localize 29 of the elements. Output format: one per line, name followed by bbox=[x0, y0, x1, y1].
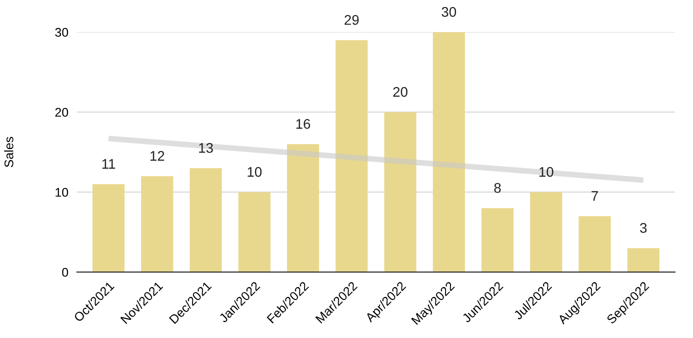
data-label: 30 bbox=[442, 7, 456, 17]
data-label: 29 bbox=[344, 15, 359, 25]
bar bbox=[578, 216, 611, 272]
y-axis-title: Sales bbox=[4, 136, 14, 168]
y-tick-label: 30 bbox=[55, 28, 68, 37]
data-label: 11 bbox=[102, 159, 116, 169]
data-label: 10 bbox=[539, 167, 554, 177]
data-label: 3 bbox=[640, 223, 647, 233]
data-label: 12 bbox=[150, 151, 164, 161]
bar bbox=[336, 40, 368, 272]
y-tick-label: 0 bbox=[62, 268, 68, 277]
bar bbox=[481, 208, 514, 272]
bar bbox=[627, 248, 660, 272]
data-label: 13 bbox=[199, 143, 213, 153]
bar bbox=[286, 144, 320, 272]
bar bbox=[384, 112, 416, 272]
bar bbox=[141, 176, 174, 272]
bar bbox=[238, 192, 270, 272]
bar bbox=[92, 184, 125, 272]
data-label: 10 bbox=[248, 167, 262, 177]
data-label: 16 bbox=[296, 119, 310, 129]
bar bbox=[432, 32, 465, 272]
data-label: 7 bbox=[592, 191, 598, 201]
data-label: 8 bbox=[494, 183, 501, 193]
y-tick-label: 10 bbox=[56, 188, 68, 197]
data-label: 20 bbox=[393, 87, 408, 97]
bar bbox=[530, 192, 562, 272]
bar bbox=[190, 168, 222, 272]
y-tick-label: 20 bbox=[55, 108, 68, 117]
